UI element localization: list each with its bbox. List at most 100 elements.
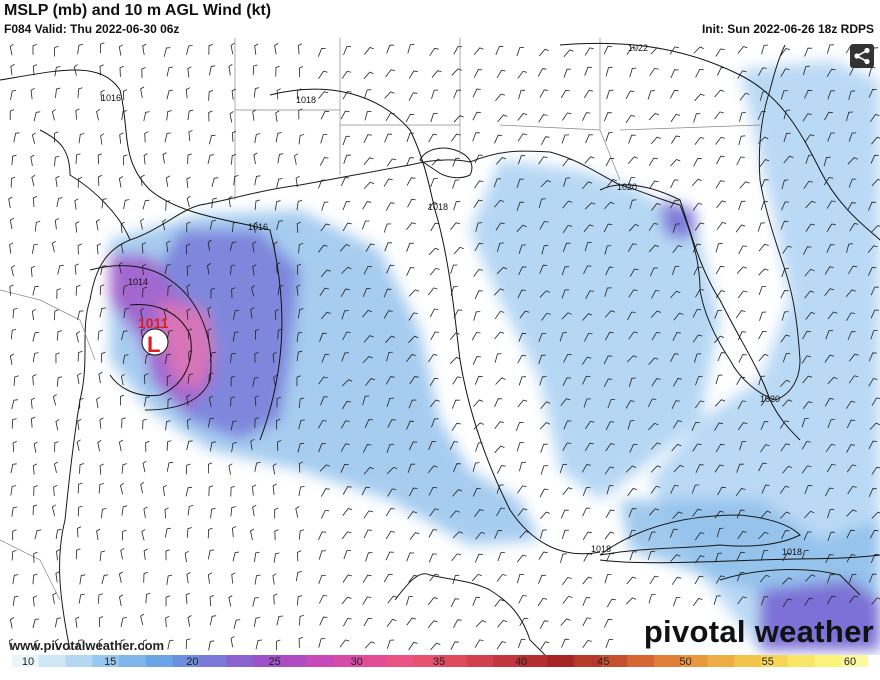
wind-barb — [474, 509, 484, 518]
isobar-label: 1018 — [591, 544, 611, 554]
wind-barb — [695, 376, 703, 386]
wind-barb — [97, 174, 103, 187]
wind-barb — [495, 377, 506, 385]
colorbar-tick-label: 25 — [268, 656, 281, 668]
wind-barb — [339, 639, 350, 648]
wind-barb — [516, 46, 524, 57]
wind-barb — [11, 264, 16, 277]
wind-barb — [143, 506, 148, 518]
wind-barb — [714, 310, 722, 319]
wind-barb — [827, 419, 836, 429]
wind-barb — [429, 508, 440, 517]
wind-barb — [539, 376, 547, 386]
wind-barb — [342, 508, 353, 516]
wind-barb — [272, 463, 277, 475]
colorbar-swatch — [547, 655, 575, 667]
wind-barb — [845, 289, 856, 298]
wind-barb — [757, 111, 766, 120]
wind-barb — [274, 529, 279, 541]
wind-barb — [123, 154, 128, 166]
wind-barb — [560, 398, 571, 407]
wind-barb — [496, 266, 508, 275]
wind-barb — [648, 422, 659, 431]
wind-barb — [736, 376, 746, 386]
wind-barb — [782, 552, 791, 562]
wind-barb — [33, 485, 38, 496]
share-button[interactable] — [850, 44, 874, 68]
wind-barb — [474, 290, 483, 300]
wind-barb — [781, 201, 790, 211]
wind-barb — [736, 156, 745, 166]
wind-barb — [691, 178, 702, 187]
wind-barb — [163, 308, 168, 320]
wind-barb — [99, 463, 104, 475]
wind-barb — [76, 331, 81, 343]
wind-barb — [871, 225, 880, 233]
wind-barb — [142, 418, 147, 430]
wind-barb — [735, 224, 746, 233]
wind-barb — [871, 511, 880, 519]
wind-barb — [758, 462, 767, 472]
wind-barb — [582, 487, 591, 497]
colorbar-tick-label: 10 — [21, 656, 35, 668]
wind-barb — [209, 65, 216, 76]
wind-barb — [320, 134, 328, 144]
wind-barb — [100, 42, 105, 54]
colorbar-swatch — [92, 655, 120, 667]
wind-barb — [187, 66, 192, 78]
isobar-label: 1022 — [628, 43, 648, 53]
wind-barb — [691, 422, 700, 431]
wind-barb — [827, 508, 835, 519]
wind-barb — [692, 598, 703, 607]
wind-barb — [737, 46, 748, 54]
wind-barb — [408, 312, 418, 321]
wind-barb — [715, 265, 725, 275]
wind-barb — [384, 242, 392, 252]
wind-barb — [407, 463, 416, 473]
wind-barb — [562, 576, 572, 586]
wind-barb — [9, 284, 14, 296]
wind-barb — [760, 397, 771, 407]
wind-barb — [758, 243, 769, 252]
wind-barb — [210, 287, 216, 299]
wind-barb — [9, 109, 15, 120]
wind-barb — [362, 288, 371, 298]
wind-barb — [145, 440, 150, 452]
wind-barb — [364, 419, 373, 428]
wind-barb — [121, 330, 128, 341]
colorbar-swatch — [841, 655, 868, 667]
weather-map[interactable]: 1022 1016 1018 1020 1018 1016 1014 1020 … — [0, 38, 880, 655]
wind-barb — [11, 418, 17, 429]
wind-barb — [298, 461, 304, 473]
borders — [0, 38, 761, 601]
wind-barb — [625, 597, 637, 605]
wind-barb — [210, 507, 216, 519]
wind-barb — [185, 87, 191, 99]
wind-barb — [430, 642, 441, 651]
wind-barb — [165, 549, 170, 561]
wind-barb — [496, 242, 504, 252]
wind-barb — [166, 461, 174, 472]
wind-barb — [320, 269, 331, 278]
wind-barb — [32, 243, 38, 254]
wind-barb — [31, 132, 36, 144]
map-title: MSLP (mb) and 10 m AGL Wind (kt) — [4, 2, 272, 19]
wind-barb — [849, 223, 859, 232]
wind-barb — [584, 442, 594, 452]
wind-barb — [802, 375, 813, 384]
wind-barb — [539, 264, 548, 274]
wind-barb — [186, 264, 192, 276]
wind-barb — [517, 485, 527, 494]
wind-barb — [342, 617, 352, 627]
wind-barb — [164, 507, 169, 519]
wind-barb — [408, 335, 419, 343]
wind-barb — [846, 509, 857, 517]
wind-barb — [538, 574, 546, 584]
wind-barb — [780, 289, 789, 299]
wind-barb — [254, 175, 261, 186]
wind-barb — [274, 507, 279, 519]
wind-barb — [55, 175, 60, 188]
wind-barb — [100, 89, 105, 101]
wind-barb — [867, 245, 878, 253]
wind-barb — [519, 530, 530, 539]
